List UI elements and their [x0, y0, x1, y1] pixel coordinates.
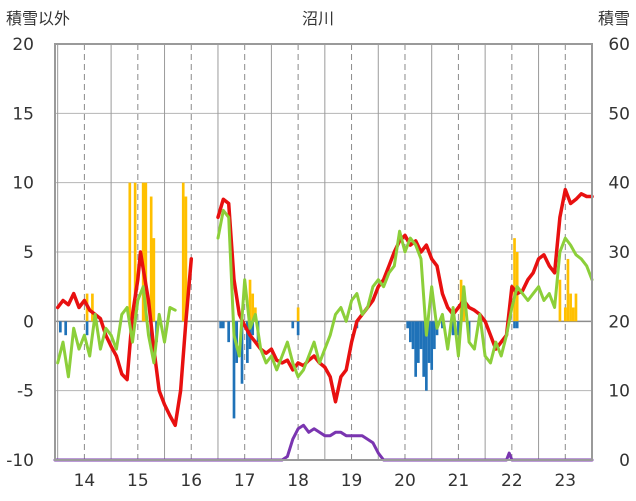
y-right-tick-label: 10 — [608, 382, 630, 402]
x-tick-label: 16 — [180, 471, 202, 491]
y-right-tick-label: 0 — [619, 451, 630, 471]
y-right-tick-label: 60 — [608, 35, 630, 55]
bar-yellow — [513, 238, 516, 322]
y-left-tick-label: 10 — [12, 174, 34, 194]
x-tick-label: 21 — [448, 471, 470, 491]
bar-yellow — [149, 196, 153, 322]
y-right-tick-label: 40 — [608, 174, 630, 194]
x-tick-label: 17 — [234, 471, 256, 491]
x-tick-label: 20 — [394, 471, 416, 491]
bar-yellow — [128, 182, 132, 322]
bar-blue — [457, 321, 460, 336]
x-tick-label: 22 — [501, 471, 523, 491]
bar-yellow — [152, 238, 156, 322]
bar-blue — [406, 321, 409, 329]
y-left-tick-label: -5 — [17, 382, 34, 402]
x-tick-label: 15 — [127, 471, 149, 491]
bar-yellow — [248, 279, 252, 322]
y-right-tick-labels: 60 50 40 30 20 10 0 — [608, 35, 630, 471]
y-left-tick-label: 20 — [12, 35, 34, 55]
plot-frame — [54, 43, 593, 461]
bar-yellow — [144, 182, 148, 322]
x-tick-labels: 14 15 16 17 18 19 20 21 22 23 — [74, 471, 577, 491]
grid — [55, 44, 592, 460]
chart-title: 沼川 — [302, 9, 334, 28]
bar-yellow — [181, 182, 185, 322]
y-right-tick-label: 50 — [608, 104, 630, 124]
bar-blue — [291, 321, 295, 329]
bar-blue — [419, 321, 423, 350]
series-line-purple — [53, 423, 594, 462]
bar-blue — [515, 321, 519, 329]
series-line-red — [55, 250, 194, 428]
bar-yellow — [184, 196, 188, 322]
bar-blue — [411, 321, 415, 350]
bar-blue — [408, 321, 412, 343]
bar-blue — [425, 321, 428, 391]
bar-blue — [427, 321, 431, 363]
bar-yellow — [296, 307, 300, 322]
bar-blue — [251, 321, 255, 336]
bar-blue — [441, 321, 444, 329]
bar-blue — [221, 321, 225, 329]
bar-blue — [232, 321, 236, 419]
x-tick-label: 18 — [287, 471, 309, 491]
series-line-green — [216, 208, 594, 379]
bar-yellow — [574, 293, 578, 322]
bar-blue — [64, 321, 68, 336]
right-axis-label: 積雪 — [598, 9, 630, 28]
bar-blue — [433, 321, 436, 350]
bar-blue — [240, 321, 244, 384]
y-right-tick-label: 30 — [608, 243, 630, 263]
bar-yellow — [459, 279, 463, 322]
y-left-tick-label: 5 — [23, 243, 34, 263]
bar-blue — [414, 321, 418, 377]
bar-yellow — [571, 307, 575, 322]
bar-yellow — [133, 182, 137, 322]
bar-yellow — [566, 258, 570, 322]
bar-yellow — [563, 307, 567, 322]
bar-yellow — [91, 293, 94, 322]
y-left-tick-label: 15 — [12, 104, 34, 124]
bar-blue — [451, 321, 455, 336]
bar-blue — [430, 321, 434, 370]
bar-yellow — [141, 182, 145, 322]
y-right-tick-label: 20 — [608, 312, 630, 332]
bar-blue — [422, 321, 426, 377]
y-left-tick-labels: 20 15 10 5 0 -5 -10 — [6, 35, 34, 471]
bar-blue — [417, 321, 420, 363]
y-left-tick-label: 0 — [23, 312, 34, 332]
bar-blue — [513, 321, 516, 329]
x-tick-label: 19 — [341, 471, 363, 491]
x-tick-label: 23 — [554, 471, 576, 491]
x-tick-label: 14 — [74, 471, 96, 491]
bar-blue — [246, 321, 249, 363]
series-line-green — [56, 285, 177, 379]
bar-blue — [227, 321, 230, 343]
y-left-tick-label: -10 — [6, 451, 34, 471]
bar-yellow — [462, 293, 466, 322]
bar-blue — [219, 321, 222, 329]
bar-blue — [59, 321, 62, 333]
bar-yellow — [251, 293, 255, 322]
bar-blue — [296, 321, 300, 336]
bar-blue — [85, 321, 89, 336]
left-axis-label: 積雪以外 — [6, 9, 70, 28]
bar-yellow — [558, 279, 562, 322]
bar-yellow — [569, 293, 572, 322]
